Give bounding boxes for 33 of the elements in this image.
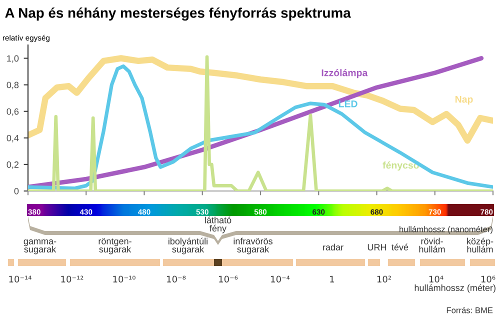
text: infravörös sugarak [234, 238, 272, 254]
text: gamma- sugarak [24, 239, 56, 254]
text: tévé [392, 244, 408, 250]
text: ibolyántúli sugarak [168, 238, 208, 254]
text: közép- hullám [467, 238, 494, 253]
category-label: 10⁻¹² [61, 276, 84, 283]
category-label: 10⁴ [429, 276, 444, 283]
x-axis-title: hullámhossz (nanométer) [400, 226, 492, 234]
series-label: Izzólámpa [322, 69, 368, 78]
series-label: Nap [455, 96, 473, 105]
text: röntgen- sugarak [98, 238, 132, 254]
text: rövid- hullám [419, 238, 445, 252]
category-label: 1 [330, 276, 334, 282]
category-label: 10⁶ [481, 276, 496, 283]
category-label: 10⁻¹⁴ [9, 276, 32, 283]
series-label: LED [338, 100, 358, 108]
category-label: 10⁻⁶ [219, 276, 238, 283]
category-label: 10⁻⁴ [271, 276, 290, 283]
text: URH [368, 244, 386, 250]
y-tick-label: 0,2 [6, 161, 19, 169]
category-label: 10⁻¹⁰ [113, 276, 136, 283]
text: radar [323, 244, 344, 250]
category-label: 10⁻⁸ [167, 276, 186, 283]
y-tick-label: 0 [14, 188, 19, 194]
y-tick-label: 0,4 [6, 134, 19, 142]
text: Forrás: BME [446, 307, 493, 314]
chart-title: A Nap és néhány mesterséges fényforrás spektruma [5, 8, 351, 21]
text: hullámhossz (méter) [414, 284, 496, 293]
y-tick-label: 0,6 [6, 108, 19, 116]
y-tick-label: 1,0 [7, 55, 19, 63]
category-label: 10² [377, 276, 391, 283]
text: látható fény [205, 216, 232, 234]
y-tick-label: 0,8 [6, 82, 19, 90]
